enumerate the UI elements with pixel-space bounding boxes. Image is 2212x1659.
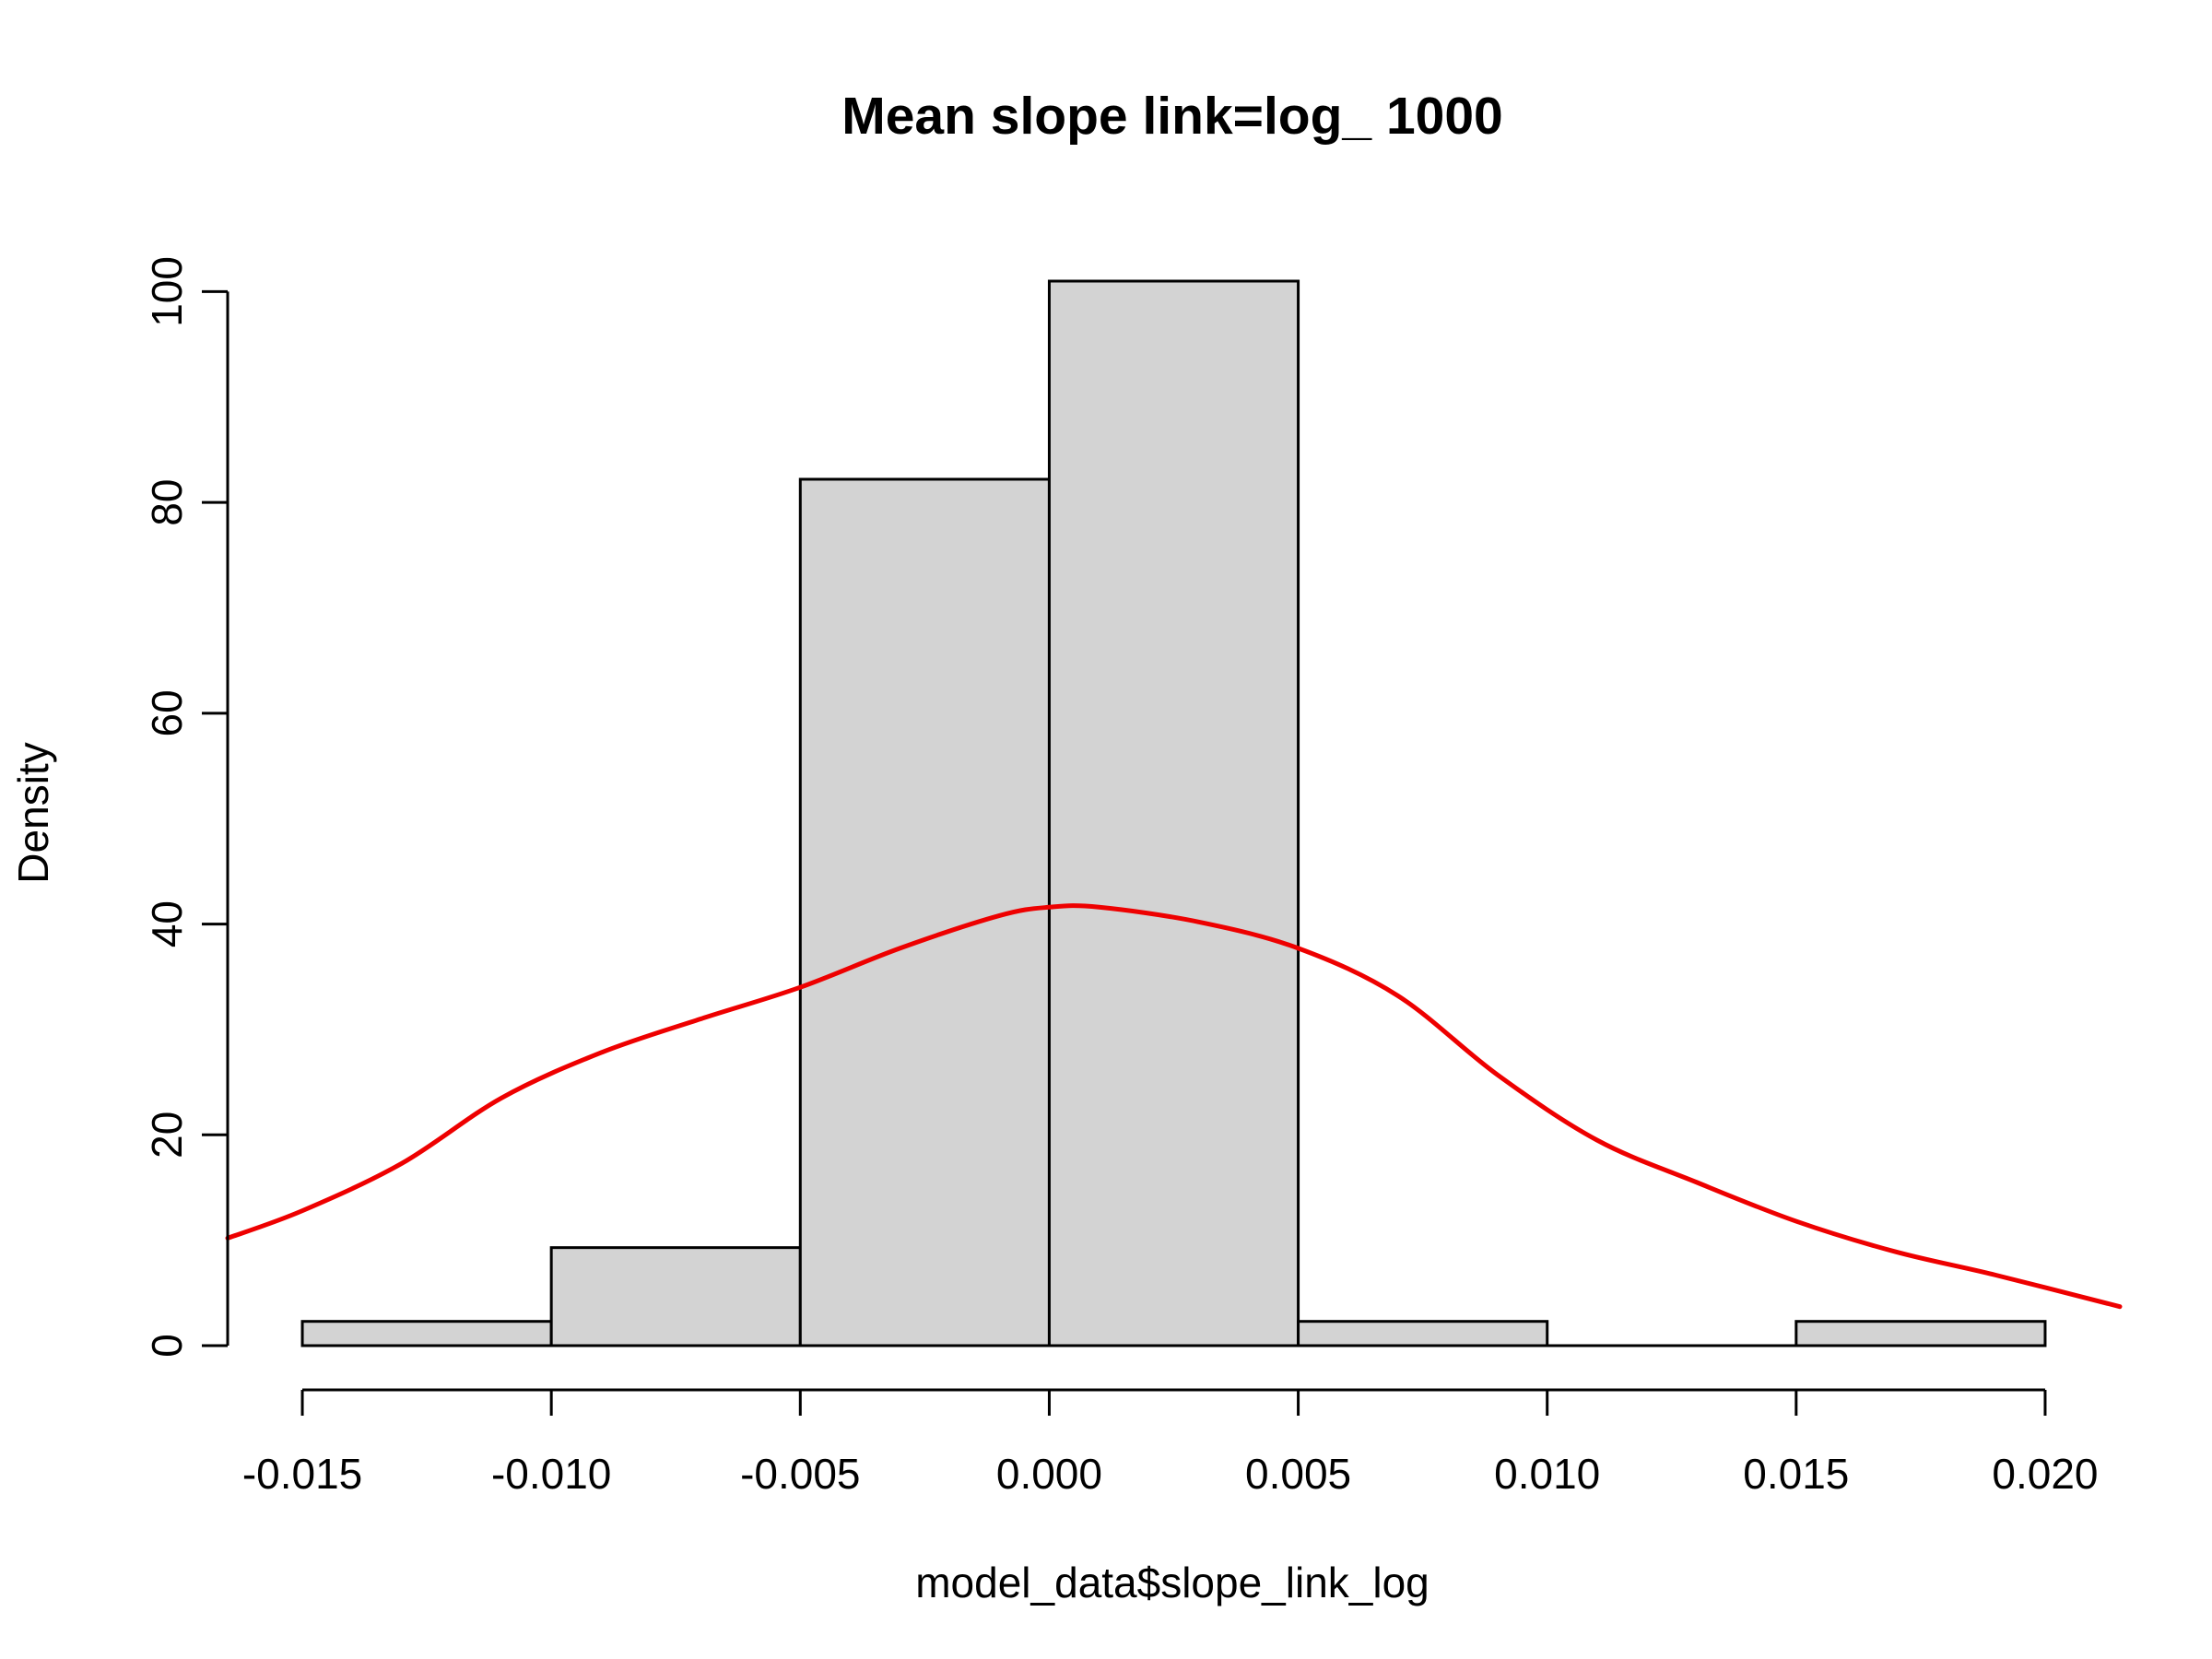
histogram-bar-1 bbox=[549, 1246, 802, 1347]
x-tick-label: -0.010 bbox=[491, 1450, 611, 1498]
x-tick-label: -0.015 bbox=[242, 1450, 362, 1498]
y-tick-label: 80 bbox=[143, 479, 191, 526]
density-curve bbox=[225, 903, 2123, 1310]
x-axis: -0.015 -0.010 -0.005 0.000 0.005 0.010 0.015 0.… bbox=[242, 1388, 2099, 1498]
y-tick-label: 0 bbox=[143, 1334, 191, 1358]
histogram-bars bbox=[300, 279, 2047, 1347]
y-axis-label: Density bbox=[9, 742, 57, 883]
y-tick-label: 20 bbox=[143, 1112, 191, 1159]
x-tick-label: 0.015 bbox=[1743, 1450, 1849, 1498]
density-curve-layer bbox=[225, 903, 2123, 1310]
y-tick-label: 100 bbox=[143, 256, 191, 327]
histogram-bar-0 bbox=[300, 1320, 553, 1347]
x-tick-label: 0.010 bbox=[1494, 1450, 1600, 1498]
y-tick-label: 40 bbox=[143, 900, 191, 947]
x-tick-label: 0.000 bbox=[996, 1450, 1102, 1498]
histogram-bar-6 bbox=[1794, 1320, 2047, 1347]
x-tick-label: -0.005 bbox=[740, 1450, 860, 1498]
histogram-bar-4 bbox=[1297, 1320, 1549, 1347]
y-axis: 0 20 40 60 80 100 bbox=[143, 256, 229, 1358]
x-tick-label: 0.005 bbox=[1245, 1450, 1351, 1498]
x-axis-label: model_data$slope_link_log bbox=[915, 1559, 1430, 1606]
histogram-bar-3 bbox=[1047, 279, 1300, 1347]
x-tick-label: 0.020 bbox=[1992, 1450, 2098, 1498]
chart-title: Mean slope link=log_ 1000 bbox=[841, 87, 1503, 146]
y-tick-label: 60 bbox=[143, 689, 191, 736]
